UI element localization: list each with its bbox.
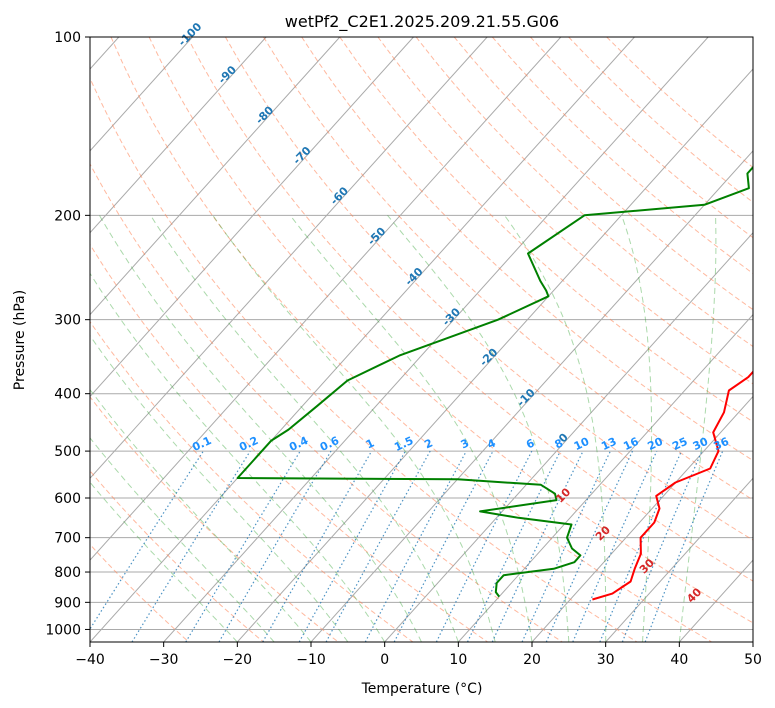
dry-adiabat-line — [339, 37, 753, 423]
plot-frame — [89, 36, 754, 643]
x-tick-label: 20 — [523, 652, 541, 668]
y-tick-label: 400 — [54, 387, 81, 403]
mixing-ratio-line — [644, 450, 724, 642]
mixing-ratio-label: 36 — [712, 435, 732, 453]
isotherm-line — [236, 68, 753, 642]
mixing-ratio-label: 25 — [670, 435, 689, 453]
isotherm-line — [90, 37, 562, 561]
mixing-ratio-label: 13 — [599, 435, 618, 453]
mixing-ratio-line — [545, 450, 634, 642]
isotherm-line — [90, 37, 488, 480]
isotherm-line — [90, 37, 635, 642]
y-axis-label: Pressure (hPa) — [12, 290, 28, 390]
moist-adiabat-line — [90, 272, 386, 642]
isotherm-line — [90, 37, 193, 152]
isotherm-line — [90, 37, 267, 234]
dewpoint-line — [236, 165, 753, 598]
isotherm-line — [457, 313, 753, 642]
x-tick-label: 10 — [449, 652, 467, 668]
moist-adiabat-line — [90, 334, 349, 642]
mixing-ratio-label: 30 — [691, 435, 711, 453]
dry-adiabat-line — [110, 37, 712, 642]
y-tick-label: 600 — [54, 491, 81, 507]
x-tick-label: 30 — [597, 652, 615, 668]
x-axis-label: Temperature (°C) — [361, 681, 483, 697]
moist-adiabat-line — [212, 215, 496, 642]
moist-adiabat-line — [621, 215, 653, 642]
dry-adiabat-line — [377, 37, 753, 385]
isotherm-line — [90, 37, 414, 398]
y-axis-ticks: 100 200 300 400 500 600 700 800 900 1000 — [45, 30, 90, 638]
x-tick-label: 40 — [670, 652, 688, 668]
y-tick-label: 100 — [54, 30, 81, 46]
dry-adiabat-line — [263, 37, 753, 501]
isotherm-line — [90, 37, 341, 316]
mixing-ratio-line — [572, 450, 658, 642]
isotherm-line — [310, 150, 753, 642]
chart-title: wetPf2_C2E1.2025.209.21.55.G06 — [285, 12, 559, 32]
dry-adiabat-line — [301, 37, 753, 462]
x-tick-label: −40 — [75, 652, 105, 668]
y-tick-label: 500 — [54, 444, 81, 460]
moist-adiabat-line — [90, 437, 275, 642]
mixing-ratio-line — [599, 450, 682, 642]
x-tick-label: 0 — [380, 652, 389, 668]
moist-adiabat-line — [98, 215, 422, 642]
isotherm-line — [163, 37, 709, 642]
profile-lines — [236, 165, 753, 601]
temperature-line — [592, 370, 753, 601]
dry-adiabat-line — [90, 470, 264, 642]
mixing-ratio-line — [435, 450, 533, 642]
dry-adiabat-line — [90, 543, 190, 642]
y-tick-label: 200 — [54, 208, 81, 224]
isotherm-line — [384, 231, 753, 642]
moist-adiabat-line — [504, 215, 607, 642]
mixing-ratio-label: 20 — [646, 435, 666, 453]
mixing-ratio-line — [298, 450, 406, 642]
mixing-ratio-line — [131, 450, 251, 642]
mixing-ratio-label: 16 — [621, 435, 641, 453]
moist-adiabat-line — [678, 215, 717, 642]
isotherm-line — [531, 395, 753, 642]
moist-adiabat-line — [90, 388, 312, 642]
mixing-ratio-label: 10 — [572, 435, 592, 453]
isotherm-line — [605, 477, 753, 642]
dry-adiabat-line — [90, 76, 638, 642]
x-axis-ticks: −40 −30 −20 −10 0 10 20 30 40 50 — [75, 642, 762, 668]
dry-adiabat-line — [90, 320, 414, 642]
y-tick-label: 300 — [54, 313, 81, 329]
y-tick-label: 900 — [54, 595, 81, 611]
x-tick-label: −30 — [149, 652, 179, 668]
mixing-ratio-line — [325, 450, 431, 642]
x-tick-label: −10 — [296, 652, 326, 668]
x-tick-label: −20 — [223, 652, 253, 668]
y-tick-label: 700 — [54, 531, 81, 547]
x-tick-label: 50 — [744, 652, 762, 668]
moist-adiabat-line — [90, 481, 238, 642]
y-tick-label: 1000 — [45, 622, 81, 638]
moist-adiabat-line — [387, 214, 570, 642]
mixing-ratio-line — [621, 450, 703, 642]
mixing-ratio-line — [364, 450, 467, 642]
dry-adiabat-line — [415, 37, 753, 348]
mixing-ratio-line — [90, 450, 204, 631]
dry-adiabat-line — [90, 243, 488, 642]
moist-adiabat-line — [150, 215, 459, 642]
y-tick-label: 800 — [54, 565, 81, 581]
